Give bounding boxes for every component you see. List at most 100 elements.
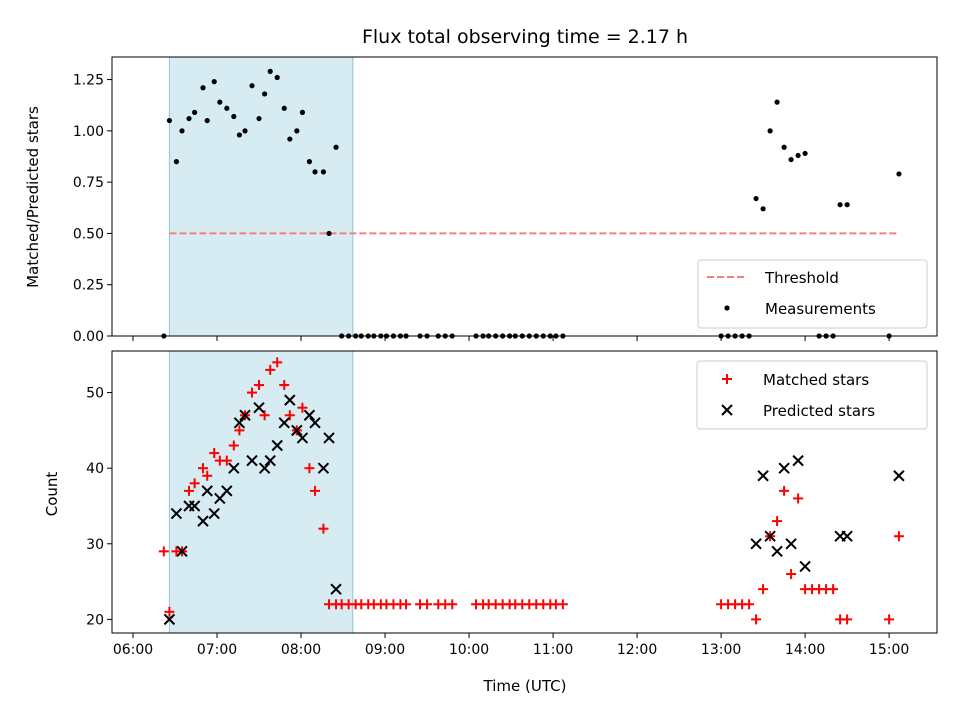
- matched-star-point: [884, 614, 895, 625]
- measurement-point: [760, 206, 766, 212]
- predicted-star-point: [330, 583, 342, 595]
- matched-star-point: [422, 599, 433, 610]
- matched-star-point: [198, 463, 209, 474]
- predicted-star-point: [176, 545, 188, 558]
- measurement-point: [192, 109, 198, 115]
- legend-threshold-label: Threshold: [764, 269, 839, 287]
- x-tick-label: 10:00: [449, 642, 489, 658]
- measurement-point: [287, 136, 293, 142]
- x-tick-label: 12:00: [617, 642, 657, 658]
- measurement-point: [767, 128, 773, 134]
- predicted-star-point: [323, 432, 335, 444]
- predicted-star-point: [303, 409, 316, 421]
- predicted-star-point: [750, 538, 762, 550]
- predicted-star-point: [296, 432, 309, 444]
- x-stroke-b: [764, 530, 776, 542]
- matched-star-point: [786, 569, 797, 580]
- bottom-axes-frame: [111, 350, 938, 634]
- predicted-star-point: [291, 424, 303, 437]
- predicted-star-point: [317, 462, 330, 474]
- y-tick-label: 40: [86, 461, 104, 477]
- measurement-point: [294, 128, 300, 134]
- shaded-observing-span: [168, 56, 354, 337]
- predicted-star-point: [246, 454, 258, 467]
- predicted-star-point: [163, 613, 176, 626]
- x-stroke-b: [284, 394, 296, 406]
- measurement-point: [262, 91, 268, 97]
- measurement-point: [236, 132, 243, 138]
- x-tick-label: 15:00: [869, 642, 909, 658]
- matched-star-point: [158, 546, 169, 557]
- legend-box: [696, 360, 928, 430]
- predicted-star-point: [233, 417, 246, 429]
- measurement-point: [217, 99, 223, 105]
- bottom-y-axis-label: Count: [43, 472, 61, 517]
- x-stroke-b: [778, 462, 790, 474]
- chart-title: Flux total observing time = 2.17 h: [362, 26, 688, 48]
- x-stroke-b: [253, 401, 265, 414]
- matched-star-point: [744, 599, 755, 610]
- measurement-point: [326, 230, 332, 237]
- matched-star-point: [304, 463, 315, 474]
- measurement-point: [802, 150, 808, 157]
- matched-star-point: [751, 614, 762, 625]
- legend-measurement-swatch: [724, 305, 730, 311]
- measurement-point: [186, 115, 192, 122]
- x-stroke-b: [228, 462, 240, 474]
- x-stroke-b: [330, 583, 342, 595]
- measurement-point: [249, 83, 255, 89]
- bottom-legend: Matched stars Predicted stars: [696, 360, 928, 430]
- legend-predicted-swatch: [721, 404, 733, 416]
- top-legend: Threshold Measurements: [697, 259, 928, 329]
- matched-star-point: [758, 584, 769, 595]
- measurement-point: [179, 128, 185, 134]
- x-tick-label: 07:00: [197, 642, 237, 658]
- measurement-point: [211, 79, 217, 85]
- predicted-star-point: [771, 545, 783, 558]
- matched-star-point: [202, 470, 213, 481]
- x-tick-label: 09:00: [365, 642, 405, 658]
- x-stroke-b: [246, 454, 258, 467]
- x-stroke-b: [893, 470, 905, 482]
- top-axes-frame: [111, 56, 938, 337]
- x-stroke-b: [792, 454, 804, 467]
- matched-star-point: [793, 493, 804, 504]
- bottom-panel: 20 30 40 50 06:00 07:00 08:00 09:00 10:00 11:00 12…: [86, 350, 938, 658]
- x-stroke-b: [296, 432, 309, 444]
- x-stroke-b: [264, 454, 276, 467]
- predicted-star-point: [221, 485, 233, 497]
- matched-star-point: [779, 485, 790, 496]
- matched-star-point: [401, 599, 412, 610]
- predicted-star-point: [778, 462, 790, 474]
- x-tick-label: 06:00: [113, 642, 153, 658]
- measurement-point: [267, 68, 273, 74]
- matched-star-point: [209, 448, 220, 459]
- y-tick-label: 20: [86, 612, 104, 628]
- x-stroke-b: [841, 530, 853, 542]
- measurement-point: [231, 113, 237, 120]
- matched-star-point: [297, 402, 308, 413]
- plot-layer: 0.00 0.25 0.50 0.75 1.00 1.25 Threshold Measure…: [73, 56, 938, 658]
- x-tick-label: 13:00: [701, 642, 741, 658]
- x-stroke-b: [278, 417, 290, 429]
- matched-star-point: [228, 440, 239, 451]
- legend-matched-label: Matched stars: [763, 371, 869, 389]
- x-stroke-b: [750, 538, 762, 550]
- legend-matched-swatch: [722, 374, 732, 384]
- predicted-star-point: [228, 462, 240, 474]
- matched-star-point: [221, 455, 232, 466]
- y-tick-label: 0.00: [73, 329, 104, 345]
- x-stroke-b: [771, 545, 783, 558]
- y-tick-label: 1.00: [73, 124, 104, 140]
- x-stroke-b: [197, 515, 209, 527]
- matched-star-point: [279, 380, 290, 391]
- measurement-point: [774, 99, 780, 105]
- measurement-point: [306, 159, 313, 165]
- measurement-point: [204, 117, 210, 124]
- y-tick-label: 0.50: [73, 226, 104, 242]
- shaded-observing-span: [168, 350, 354, 634]
- x-stroke-b: [208, 507, 220, 520]
- matched-star-point: [265, 364, 276, 375]
- matched-star-point: [184, 485, 195, 496]
- measurement-point: [242, 128, 248, 134]
